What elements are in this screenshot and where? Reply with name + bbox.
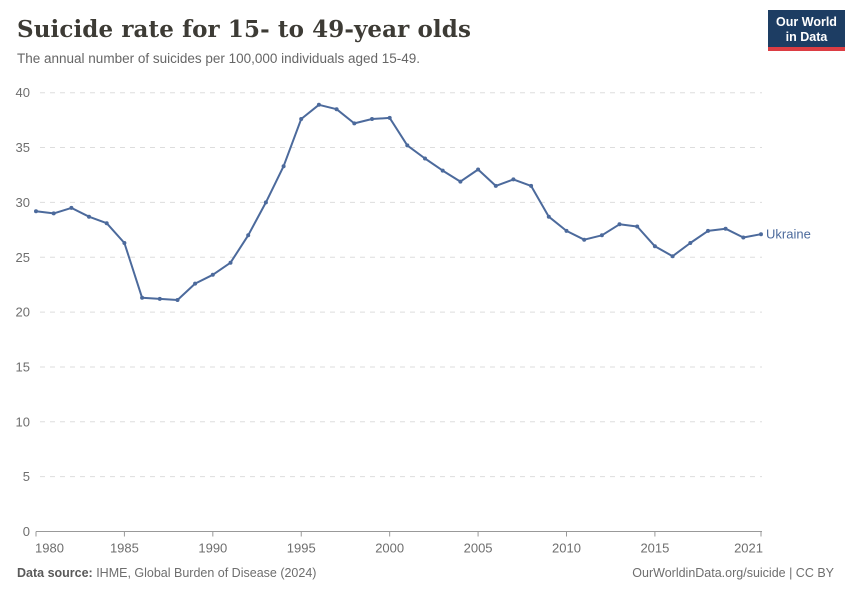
data-point xyxy=(741,235,746,240)
data-point xyxy=(210,272,215,277)
data-point xyxy=(688,241,693,245)
data-point xyxy=(511,177,516,182)
data-point xyxy=(175,298,180,302)
data-point xyxy=(246,233,251,238)
data-point xyxy=(617,222,622,227)
x-axis-tick-label: 2005 xyxy=(464,541,493,556)
owid-logo-line2: in Data xyxy=(785,30,828,44)
data-source-label: Data source: xyxy=(17,566,93,580)
data-point xyxy=(652,244,657,249)
y-axis-tick-label: 40 xyxy=(16,85,30,100)
data-source-text: IHME, Global Burden of Disease (2024) xyxy=(92,566,317,580)
data-point xyxy=(529,183,534,188)
data-point xyxy=(87,214,91,219)
data-point xyxy=(281,164,286,169)
data-point xyxy=(334,107,339,112)
data-point xyxy=(493,183,498,188)
data-point xyxy=(299,117,304,121)
data-source: Data source: IHME, Global Burden of Dise… xyxy=(17,566,316,580)
x-axis-tick-label: 1990 xyxy=(198,541,227,556)
x-axis-tick-label: 2010 xyxy=(552,541,581,556)
x-axis-tick-label: 2015 xyxy=(640,541,669,556)
x-axis-tick-label: 1985 xyxy=(110,541,139,556)
chart-footer: Data source: IHME, Global Burden of Dise… xyxy=(17,566,834,580)
data-point xyxy=(51,211,56,216)
footer-citation-link[interactable]: OurWorldinData.org/suicide | CC BY xyxy=(632,566,834,580)
data-point xyxy=(759,232,763,237)
data-point xyxy=(157,296,162,301)
chart-subtitle: The annual number of suicides per 100,00… xyxy=(17,51,421,66)
y-axis-tick-label: 5 xyxy=(23,469,30,484)
data-point xyxy=(476,167,481,172)
y-axis-tick-label: 15 xyxy=(16,359,30,374)
y-axis-tick-label: 0 xyxy=(23,524,30,539)
data-point xyxy=(723,226,728,231)
data-point xyxy=(599,233,604,238)
data-point xyxy=(564,228,569,233)
y-axis-tick-label: 20 xyxy=(16,305,30,320)
series-entity-label: Ukraine xyxy=(766,227,811,242)
owid-logo-line1: Our World xyxy=(776,15,837,29)
data-point xyxy=(387,115,392,120)
data-point xyxy=(546,214,551,219)
page-title: Suicide rate for 15- to 49-year olds xyxy=(17,16,471,43)
data-point xyxy=(440,168,445,173)
y-axis-tick-label: 30 xyxy=(16,195,30,210)
data-point xyxy=(635,224,640,229)
data-point xyxy=(122,241,127,245)
data-point xyxy=(34,209,38,214)
data-point xyxy=(69,205,74,210)
line-chart-canvas: 0 5 10 15 20 25 30 35 40 1980 1985 1990 1995 2000 2005… xyxy=(16,85,811,556)
y-axis-tick-label: 25 xyxy=(16,250,30,265)
x-axis-tick-label: 2000 xyxy=(375,541,404,556)
data-point xyxy=(370,117,374,121)
data-point xyxy=(352,121,357,126)
data-point xyxy=(706,228,710,233)
x-axis-tick-label: 2021 xyxy=(734,541,763,556)
data-point xyxy=(263,200,268,205)
data-point xyxy=(582,237,587,242)
data-point xyxy=(316,102,321,107)
y-axis-tick-label: 35 xyxy=(16,140,30,155)
data-point xyxy=(458,179,463,184)
x-axis-tick-label: 1980 xyxy=(35,541,64,556)
y-axis-tick-label: 10 xyxy=(16,414,30,429)
x-axis-tick-label: 1995 xyxy=(287,541,316,556)
data-point xyxy=(670,254,675,259)
chart-line xyxy=(35,103,762,301)
data-point xyxy=(104,221,109,226)
owid-logo[interactable]: Our World in Data xyxy=(768,10,845,51)
data-point xyxy=(193,281,198,286)
data-point xyxy=(140,295,145,300)
data-point xyxy=(423,156,427,161)
data-point xyxy=(228,260,233,265)
data-point xyxy=(405,143,410,148)
